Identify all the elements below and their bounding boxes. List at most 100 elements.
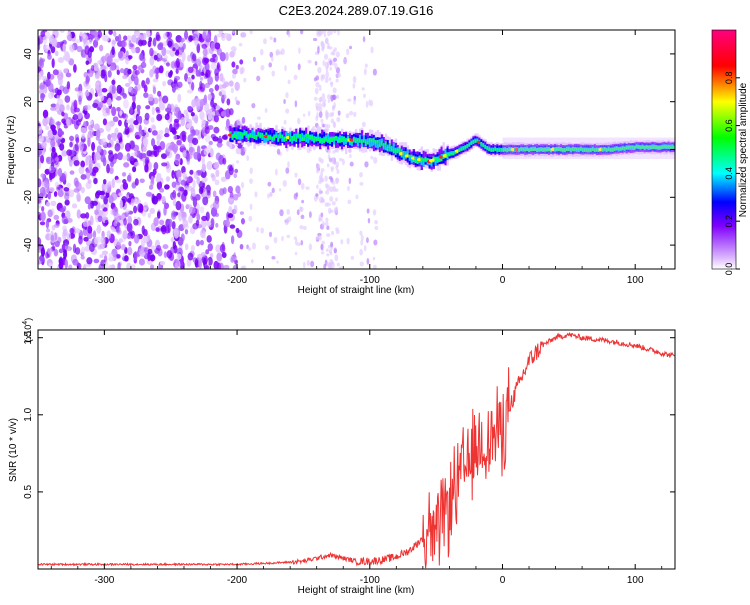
track-cell: [438, 155, 441, 162]
noise-cell: [153, 50, 158, 56]
noise-cell: [191, 81, 195, 91]
track-cell: [362, 138, 366, 143]
noise-cell: [207, 243, 213, 252]
noise-cell: [202, 230, 206, 239]
track-cell: [289, 138, 292, 142]
noise-cell: [162, 244, 169, 250]
noise-cell: [249, 203, 253, 211]
noise-cell: [84, 90, 90, 97]
noise-cell: [335, 206, 339, 213]
noise-cell: [227, 213, 234, 219]
noise-cell: [51, 146, 56, 153]
noise-cell: [360, 239, 364, 246]
noise-cell: [78, 235, 83, 245]
noise-cell: [215, 152, 222, 161]
noise-cell: [213, 260, 219, 269]
noise-cell: [46, 71, 51, 80]
noise-cell: [38, 203, 42, 209]
noise-cell: [324, 190, 330, 195]
noise-cell: [107, 187, 111, 194]
track-cell: [615, 147, 619, 150]
noise-cell: [91, 141, 96, 152]
noise-cell: [232, 172, 237, 178]
noise-cell: [220, 110, 226, 117]
track-cell: [384, 141, 388, 145]
track-cell: [285, 137, 288, 142]
noise-cell: [215, 244, 221, 253]
noise-cell: [52, 245, 56, 251]
noise-cell: [326, 163, 330, 168]
noise-cell: [204, 102, 210, 113]
noise-cell: [157, 264, 162, 269]
noise-cell: [206, 33, 210, 39]
noise-cell: [126, 152, 131, 162]
track-cell: [563, 148, 567, 152]
noise-cell: [58, 128, 63, 135]
track-cell: [633, 146, 637, 150]
noise-cell: [333, 121, 337, 129]
colorbar-label: Normalized spectral amplitude: [738, 82, 749, 217]
noise-cell: [156, 140, 160, 146]
track-cell: [508, 148, 511, 152]
snr-xtick-label: 100: [627, 575, 644, 586]
noise-cell: [119, 214, 126, 220]
noise-cell: [221, 94, 227, 100]
noise-cell: [318, 235, 322, 241]
noise-cell: [179, 37, 185, 43]
noise-cell: [180, 179, 186, 186]
noise-cell: [175, 200, 182, 211]
noise-cell: [313, 96, 318, 101]
noise-cell: [199, 64, 203, 70]
noise-cell: [308, 211, 312, 219]
noise-cell: [333, 57, 338, 62]
noise-cell: [302, 113, 306, 117]
noise-cell: [101, 55, 106, 64]
noise-cell: [99, 254, 104, 259]
noise-cell: [213, 161, 220, 169]
noise-cell: [74, 228, 81, 234]
noise-cell: [372, 256, 376, 261]
noise-cell: [193, 151, 200, 160]
noise-cell: [302, 226, 307, 231]
track-cell: [380, 141, 384, 145]
noise-cell: [243, 77, 247, 83]
noise-cell: [40, 247, 46, 257]
noise-cell: [104, 219, 109, 226]
noise-cell: [157, 90, 162, 97]
track-cell: [480, 142, 483, 145]
noise-cell: [320, 158, 324, 164]
track-cell: [647, 145, 650, 149]
track-cell: [239, 131, 242, 136]
noise-cell: [176, 139, 182, 146]
track-cell: [289, 131, 292, 139]
noise-cell: [174, 50, 180, 56]
noise-cell: [184, 30, 189, 40]
noise-cell: [80, 173, 87, 180]
noise-cell: [211, 53, 217, 58]
noise-cell: [192, 179, 196, 189]
track-cell: [655, 146, 658, 149]
spectrogram-xtick-label: -100: [360, 275, 380, 286]
noise-cell: [44, 180, 50, 189]
track-cell: [637, 145, 641, 148]
track-cell: [534, 147, 537, 151]
snr-ticks: -300 -200 -100 0 100 0.5 1.0 1.5: [23, 330, 675, 586]
noise-cell: [108, 256, 115, 262]
noise-cell: [65, 72, 72, 78]
noise-cell: [178, 211, 183, 222]
noise-cell: [364, 161, 369, 168]
noise-cell: [278, 188, 282, 192]
noise-cell: [219, 52, 226, 62]
noise-cell: [328, 244, 331, 249]
snr-ytick-label: 0.5: [23, 485, 34, 499]
noise-cell: [95, 191, 100, 199]
noise-cell: [163, 251, 168, 258]
noise-cell: [324, 202, 329, 207]
noise-cell: [331, 105, 336, 110]
noise-cell: [117, 50, 124, 59]
noise-cell: [273, 236, 278, 244]
noise-cell: [46, 201, 51, 207]
noise-cell: [220, 34, 226, 42]
